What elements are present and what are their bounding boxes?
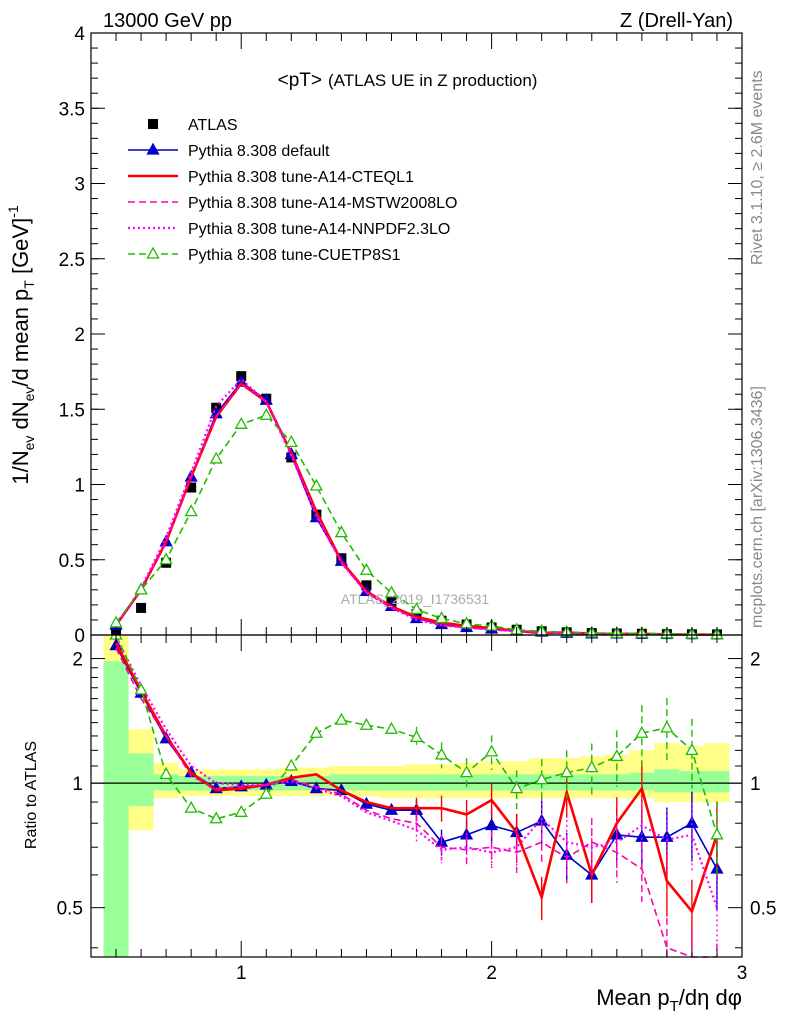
rivet-label: Rivet 3.1.10, ≥ 2.6M events [749,70,766,265]
series-marker-5 [409,730,424,743]
series-marker-5 [109,615,123,628]
svg-text:(ATLAS UE in Z production): (ATLAS UE in Z production) [328,71,537,90]
series-marker-5 [184,504,198,517]
series-marker-5 [610,749,624,762]
series-marker-5 [459,765,474,778]
legend: ATLAS Pythia 8.308 default Pythia 8.308 tu… [128,117,457,264]
ratio-tick-label-right: 1 [750,774,761,795]
band-green [378,774,404,791]
y-tick-label: 0.5 [59,551,85,572]
series-line-4 [115,377,717,636]
band-green [353,774,379,791]
svg-text:1/Nev dNev/d mean pT [GeV]-1: 1/Nev dNev/d mean pT [GeV]-1 [5,205,37,485]
main-ylabel: 1/Nev dNev/d mean pT [GeV]-1 [5,205,37,485]
band-green [128,753,154,807]
series-marker-5 [309,725,323,738]
series-marker-5 [359,562,374,575]
series-marker-5 [159,766,173,779]
y-tick-label: 1 [74,476,85,497]
series-marker-5 [535,772,549,785]
y-tick-label: 4 [74,24,85,45]
series-marker-1 [485,818,499,831]
series-marker-5 [159,552,173,565]
header-left-label: 13000 GeV pp [103,10,232,32]
ratio-tick-label: 0.5 [57,899,83,920]
series-marker-5 [560,765,574,778]
y-tick-label: 1.5 [59,400,85,421]
band-green [153,774,179,791]
series-marker-5 [209,811,223,824]
band-green [704,770,730,793]
series-marker-5 [209,451,223,464]
series-marker-5 [434,611,449,624]
legend-marker-atlas [148,119,158,129]
series-marker-5 [585,760,599,773]
series-line-3 [115,382,717,636]
series-marker-5 [134,682,148,695]
series-marker-5 [284,758,298,771]
band-green [429,774,455,791]
y-tick-label: 3 [74,175,85,196]
y-tick-label: 0 [74,626,85,647]
legend-label-2: Pythia 8.308 tune-A14-CTEQL1 [188,169,414,186]
series-marker-5 [184,800,198,813]
watermark: ATLAS_2019_I1736531 [341,591,490,607]
series-marker-5 [284,435,298,448]
series-marker-5 [635,725,649,738]
series-marker-5 [434,747,449,760]
legend-label-3: Pythia 8.308 tune-A14-MSTW2008LO [188,195,457,212]
y-tick-label: 2 [74,325,85,346]
ratio-tick-label-right: 2 [750,650,761,671]
ratio-tick-label: 2 [72,650,83,671]
legend-label-1: Pythia 8.308 default [188,143,330,160]
ratio-tick-label: 1 [72,774,83,795]
band-green [654,769,680,793]
series-marker-5 [710,827,724,840]
series-marker-5 [384,721,399,734]
y-tick-label: 2.5 [59,250,85,271]
legend-label-5: Pythia 8.308 tune-CUETP8S1 [188,247,401,264]
ratio-tick-label-right: 0.5 [750,899,776,920]
band-green [604,774,630,791]
series-marker-5 [334,525,348,538]
ratio-ylabel: Ratio to ATLAS [23,741,40,849]
series-marker-5 [485,744,499,757]
band-green [103,661,129,957]
series-marker-1 [685,815,699,828]
band-green [403,774,430,791]
x-tick-label: 2 [486,963,497,984]
x-tick-label: 1 [236,963,247,984]
band-green [479,774,505,791]
series-marker-5 [134,582,148,595]
legend-label-4: Pythia 8.308 tune-A14-NNPDF2.3LO [188,221,450,238]
series-marker-5 [259,786,273,799]
series-marker-5 [384,585,399,598]
series-marker-5 [685,742,699,755]
series-marker-5 [309,478,323,491]
atlas-point [186,482,197,493]
series-marker-5 [409,602,424,615]
axes: 0 0.5 1 1.5 2 2.5 3 3.5 4 1 2 3 0.5 0.5 1 1 2 2 [57,24,777,984]
x-tick-label: 3 [737,963,748,984]
y-tick-label: 3.5 [59,99,85,120]
legend-marker-1 [146,142,160,155]
legend-marker-5 [146,246,160,259]
series-marker-5 [259,407,273,420]
series-marker-5 [234,416,248,429]
atlas-point [136,602,147,613]
series-marker-5 [660,720,674,733]
legend-label-0: ATLAS [188,117,238,134]
series-marker-5 [510,781,524,794]
ratio-series [109,627,724,958]
series-marker-5 [334,712,348,725]
xlabel: Mean pT/dη dφ [596,985,742,1015]
band-green [679,770,705,793]
mcplots-label: mcplots.cern.ch [arXiv:1306.3436] [749,386,766,628]
series-marker-5 [234,804,248,817]
series-marker-5 [359,717,374,730]
plot-title: <pT> (ATLAS UE in Z production) [278,70,538,91]
svg-text:<pT>: <pT> [278,70,322,91]
header-right-label: Z (Drell-Yan) [620,10,733,32]
